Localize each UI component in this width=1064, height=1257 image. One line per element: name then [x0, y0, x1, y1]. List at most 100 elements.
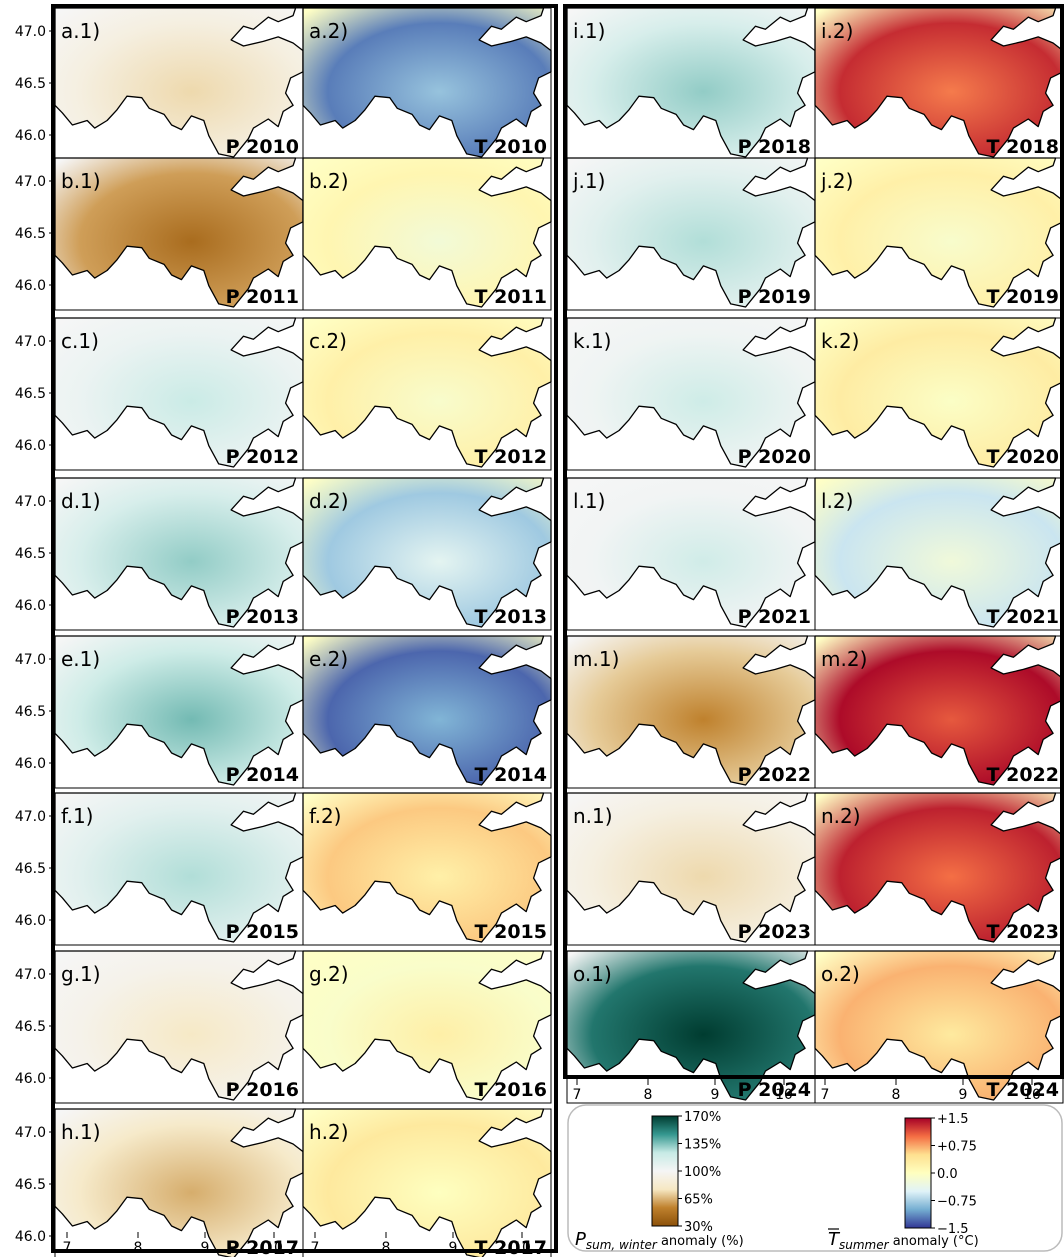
- map-panel-e1: e.1) P 2014: [54, 635, 304, 789]
- map-panel-h1: h.1) P 2017: [54, 1108, 304, 1257]
- colorbar-title-main: T: [828, 1229, 841, 1250]
- country-border: [302, 317, 552, 468]
- colorbar-tick-label: 170%: [684, 1110, 721, 1125]
- panel-tag: T 2021: [987, 606, 1059, 628]
- panel-tag: P 2014: [226, 764, 299, 786]
- panel-label: a.1): [61, 19, 100, 43]
- panel-label: o.1): [573, 962, 612, 986]
- panel-label: k.1): [573, 329, 611, 353]
- y-tick-label: 46.5: [15, 1019, 46, 1035]
- map-panel-o2: o.2) T 2024: [814, 950, 1064, 1104]
- panel-label: m.2): [821, 647, 867, 671]
- panel-frame: [302, 157, 552, 311]
- panel-tag: T 2017: [475, 1237, 547, 1257]
- map-panel-l2: l.2) T 2021: [814, 477, 1064, 631]
- panel-tag: T 2019: [987, 286, 1059, 308]
- y-tick-label: 46.5: [15, 386, 46, 402]
- country-border: [54, 157, 304, 308]
- panel-tag: T 2015: [475, 921, 547, 943]
- panel-tag: T 2012: [475, 446, 547, 468]
- map-panel-c2: c.2) T 2012: [302, 317, 552, 471]
- map-panel-k1: k.1) P 2020: [566, 317, 816, 471]
- panel-tag: P 2015: [226, 921, 299, 943]
- panel-label: g.1): [61, 962, 101, 986]
- y-tick-label: 46.5: [15, 546, 46, 562]
- panel-tag: P 2016: [226, 1079, 299, 1101]
- panel-label: h.2): [309, 1120, 349, 1144]
- country-border: [54, 317, 304, 468]
- map-panel-a2: a.2) T 2010: [302, 7, 552, 161]
- country-border: [566, 157, 816, 308]
- country-border: [566, 792, 816, 943]
- colorbar-tick-label: +0.75: [937, 1140, 977, 1155]
- panel-label: k.2): [821, 329, 859, 353]
- x-tick-label: 10: [265, 1240, 283, 1256]
- map-panel-j2: j.2) T 2019: [814, 157, 1064, 311]
- panel-label: m.1): [573, 647, 619, 671]
- map-panel-b2: b.2) T 2011: [302, 157, 552, 311]
- x-tick-label: 9: [711, 1087, 720, 1103]
- panel-tag: P 2020: [738, 446, 811, 468]
- x-tick-label: 7: [311, 1240, 320, 1256]
- country-border: [54, 7, 304, 158]
- colorbar-gradient: [904, 1117, 932, 1229]
- y-tick-label: 46.0: [15, 128, 46, 144]
- panel-label: b.2): [309, 169, 349, 193]
- legend-box: [567, 1104, 1063, 1252]
- colorbar-title-rest: anomaly (°C): [889, 1234, 979, 1249]
- colorbar-tick-label: 65%: [684, 1193, 713, 1208]
- map-panel-a1: a.1) P 2010: [54, 7, 304, 161]
- colorbar-tick-label: 100%: [684, 1165, 721, 1180]
- panel-label: l.2): [821, 489, 853, 513]
- panel-frame: [302, 635, 552, 789]
- panel-tag: P 2012: [226, 446, 299, 468]
- axis-ticks: 47.0 46.5 46.0 47.0 46.5 46.0 47.0 46.5 46.0 47.0…: [15, 24, 1041, 1256]
- panel-label: d.2): [309, 489, 349, 513]
- y-tick-label: 47.0: [15, 494, 46, 510]
- panel-tag: T 2011: [475, 286, 547, 308]
- panel-frame: [302, 317, 552, 471]
- country-border: [302, 635, 552, 786]
- panel-tag: P 2024: [738, 1079, 811, 1101]
- country-border: [814, 477, 1064, 628]
- map-panel-g2: g.2) T 2016: [302, 950, 552, 1104]
- panel-tag: T 2023: [987, 921, 1059, 943]
- panel-label: d.1): [61, 489, 101, 513]
- x-tick-label: 8: [892, 1087, 901, 1103]
- map-panel-i1: i.1) P 2018: [566, 7, 816, 161]
- panel-tag: P 2013: [226, 606, 299, 628]
- country-border: [566, 477, 816, 628]
- x-tick-label: 9: [449, 1240, 458, 1256]
- map-panel-m2: m.2) T 2022: [814, 635, 1064, 789]
- x-tick-label: 7: [573, 1087, 582, 1103]
- country-border: [302, 157, 552, 308]
- y-tick-label: 47.0: [15, 1125, 46, 1141]
- country-border: [302, 792, 552, 943]
- map-panel-d1: d.1) P 2013: [54, 477, 304, 631]
- panel-label: a.2): [309, 19, 348, 43]
- country-border: [54, 792, 304, 943]
- panel-tag: P 2010: [226, 136, 299, 158]
- colorbar-P: 170%135%100%65%30%Psum, winter anomaly (…: [575, 1110, 744, 1252]
- panel-frame: [302, 1108, 552, 1257]
- panel-label: e.2): [309, 647, 348, 671]
- x-tick-label: 8: [644, 1087, 653, 1103]
- country-border: [814, 157, 1064, 308]
- map-panel-f2: f.2) T 2015: [302, 792, 552, 946]
- y-tick-label: 47.0: [15, 652, 46, 668]
- panel-label: c.2): [309, 329, 347, 353]
- x-tick-label: 8: [134, 1240, 143, 1256]
- map-panel-e2: e.2) T 2014: [302, 635, 552, 789]
- panel-label: n.2): [821, 804, 861, 828]
- panel-frame: [302, 950, 552, 1104]
- panel-tag: T 2022: [987, 764, 1059, 786]
- panel-tag: P 2023: [738, 921, 811, 943]
- panel-tag: T 2014: [475, 764, 547, 786]
- map-panel-j1: j.1) P 2019: [566, 157, 816, 311]
- country-border: [814, 317, 1064, 468]
- country-border: [54, 635, 304, 786]
- x-tick-label: 9: [201, 1240, 210, 1256]
- map-panel-c1: c.1) P 2012: [54, 317, 304, 471]
- colorbar-title-main: P: [575, 1229, 586, 1250]
